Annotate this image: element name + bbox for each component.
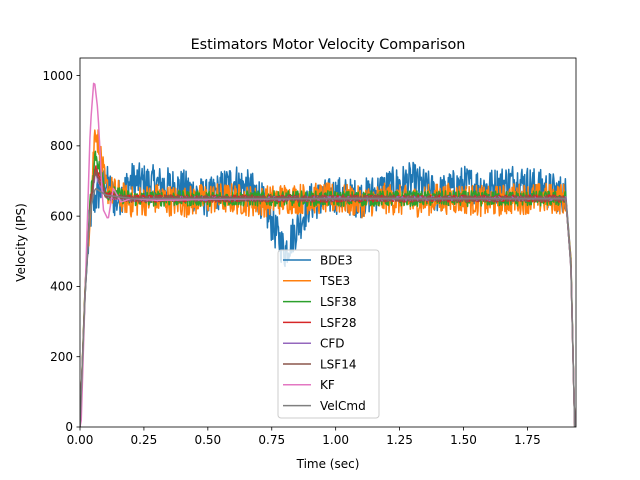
y-axis-label: Velocity (IPS) [14, 203, 28, 282]
x-tick-label: 1.75 [514, 433, 541, 447]
y-tick-label: 800 [50, 139, 73, 153]
y-tick-label: 1000 [42, 69, 73, 83]
x-axis-label: Time (sec) [296, 457, 360, 471]
legend-label-lsf14: LSF14 [320, 357, 356, 371]
legend: BDE3 TSE3 LSF38 LSF28 CFD LSF14 KF VelCmd [277, 249, 380, 419]
legend-label-lsf38: LSF38 [320, 295, 356, 309]
y-tick-label: 400 [50, 280, 73, 294]
x-tick-label: 0.00 [67, 433, 94, 447]
legend-label-velcmd: VelCmd [320, 399, 366, 413]
y-tick-label: 200 [50, 350, 73, 364]
legend-label-tse3: TSE3 [319, 274, 350, 288]
x-tick-label: 0.50 [194, 433, 221, 447]
axes-layer: 0.00 0.25 0.50 0.75 1.00 1.25 1.50 1.75 0 200 400 6… [42, 57, 577, 447]
legend-label-lsf28: LSF28 [320, 316, 356, 330]
legend-label-cfd: CFD [320, 337, 345, 351]
x-tick-label: 1.25 [386, 433, 413, 447]
legend-label-bde3: BDE3 [320, 253, 353, 267]
series-line-velcmd [80, 187, 576, 427]
legend-box [277, 249, 380, 419]
legend-label-kf: KF [320, 378, 335, 392]
y-tick-label: 600 [50, 209, 73, 223]
x-tick-label: 0.25 [131, 433, 158, 447]
x-tick-label: 0.75 [258, 433, 285, 447]
chart-title: Estimators Motor Velocity Comparison [191, 37, 466, 53]
series-layer [80, 82, 576, 427]
x-tick-label: 1.00 [322, 433, 349, 447]
y-tick-label: 0 [65, 420, 73, 434]
x-tick-label: 1.50 [450, 433, 477, 447]
plot-frame [79, 57, 577, 428]
